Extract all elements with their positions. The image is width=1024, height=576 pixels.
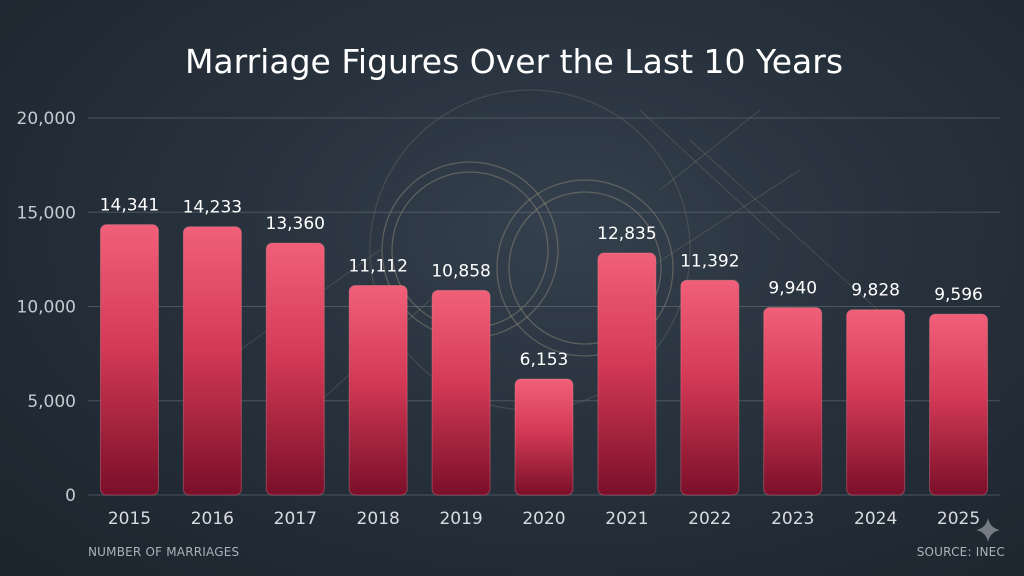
bar-2021 <box>597 252 657 496</box>
chart-title: Marriage Figures Over the Last 10 Years <box>185 42 843 81</box>
bar-2024 <box>846 309 906 496</box>
y-axis-ticks: 0 5,000 10,000 15,000 20,000 <box>17 109 76 506</box>
bars <box>99 224 989 496</box>
y-tick-label: 0 <box>65 486 76 506</box>
bar-2017 <box>265 242 325 496</box>
source-note: SOURCE: INEC <box>917 545 1005 559</box>
data-label-2021: 12,835 <box>597 224 656 244</box>
x-tick-label: 2021 <box>605 509 648 529</box>
x-tick-label: 2025 <box>937 509 980 529</box>
data-label-2023: 9,940 <box>768 279 817 299</box>
bar-2016 <box>182 226 242 496</box>
x-tick-label: 2015 <box>108 509 151 529</box>
data-label-2019: 10,858 <box>431 261 490 281</box>
x-tick-label: 2017 <box>274 509 317 529</box>
x-tick-label: 2016 <box>191 509 234 529</box>
bar-2025 <box>929 313 989 496</box>
data-label-2015: 14,341 <box>100 196 159 216</box>
bar-2015 <box>99 224 159 496</box>
data-labels: 14,341 14,233 13,360 11,112 10,858 6,153 12,83… <box>100 196 983 370</box>
data-label-2022: 11,392 <box>680 251 739 271</box>
y-tick-label: 10,000 <box>17 298 76 318</box>
bar-2018 <box>348 285 408 496</box>
y-axis-label: NUMBER OF MARRIAGES <box>88 545 239 559</box>
x-axis-ticks: 2015 2016 2017 2018 2019 2020 2021 2022 2023 2024… <box>108 509 980 529</box>
data-label-2025: 9,596 <box>934 285 983 305</box>
bar-2019 <box>431 289 491 496</box>
x-tick-label: 2019 <box>439 509 482 529</box>
x-tick-label: 2020 <box>522 509 565 529</box>
y-tick-label: 15,000 <box>17 203 76 223</box>
sparkle-icon <box>976 518 1000 542</box>
data-label-2020: 6,153 <box>520 350 569 370</box>
x-tick-label: 2023 <box>771 509 814 529</box>
bar-2022 <box>680 279 740 496</box>
data-label-2016: 14,233 <box>183 198 242 218</box>
bar-2020 <box>514 378 574 496</box>
x-tick-label: 2022 <box>688 509 731 529</box>
data-label-2017: 13,360 <box>266 214 325 234</box>
data-label-2018: 11,112 <box>348 257 407 277</box>
x-tick-label: 2024 <box>854 509 897 529</box>
data-label-2024: 9,828 <box>851 281 900 301</box>
x-tick-label: 2018 <box>357 509 400 529</box>
bar-2023 <box>763 307 823 496</box>
y-tick-label: 20,000 <box>17 109 76 129</box>
y-tick-label: 5,000 <box>27 392 76 412</box>
